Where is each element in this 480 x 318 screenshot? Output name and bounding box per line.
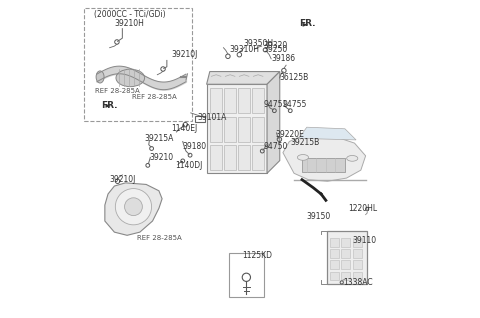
Text: 39210J: 39210J <box>109 175 136 184</box>
Polygon shape <box>206 72 280 84</box>
Bar <box>330 238 339 247</box>
Text: 94755: 94755 <box>283 100 307 109</box>
Bar <box>353 249 362 258</box>
Text: 39180: 39180 <box>183 142 207 151</box>
Bar <box>210 88 222 113</box>
Bar <box>84 8 192 121</box>
Text: FR.: FR. <box>299 19 315 28</box>
Bar <box>210 117 222 142</box>
Text: 39215A: 39215A <box>144 134 174 143</box>
Polygon shape <box>283 135 366 181</box>
Text: 36125B: 36125B <box>280 73 309 82</box>
Bar <box>195 116 205 122</box>
Bar <box>341 238 350 247</box>
Text: FR.: FR. <box>101 101 117 110</box>
Text: 1140EJ: 1140EJ <box>172 124 198 133</box>
Bar <box>353 238 362 247</box>
Polygon shape <box>303 23 308 27</box>
Text: 39220E: 39220E <box>276 130 304 139</box>
Bar <box>252 117 264 142</box>
Bar <box>353 272 362 280</box>
Text: 39210H: 39210H <box>114 19 144 28</box>
Bar <box>238 145 250 170</box>
Text: 39210: 39210 <box>149 153 173 162</box>
Text: REF 28-285A: REF 28-285A <box>137 236 181 241</box>
Ellipse shape <box>96 71 104 83</box>
Text: 1220HL: 1220HL <box>348 204 377 213</box>
Text: 1125KD: 1125KD <box>242 252 273 260</box>
Bar <box>224 145 236 170</box>
Bar <box>353 260 362 269</box>
Bar <box>252 88 264 113</box>
Text: REF 28-285A: REF 28-285A <box>96 88 140 93</box>
Bar <box>330 249 339 258</box>
Text: 39150: 39150 <box>307 212 331 221</box>
Bar <box>327 231 367 284</box>
Polygon shape <box>106 104 111 108</box>
Bar <box>238 88 250 113</box>
Polygon shape <box>105 183 162 235</box>
Text: 39210J: 39210J <box>172 50 198 59</box>
Bar <box>330 272 339 280</box>
Bar <box>330 260 339 269</box>
Bar <box>341 260 350 269</box>
Text: (2000CC - TCi/GDi): (2000CC - TCi/GDi) <box>94 10 165 19</box>
Polygon shape <box>267 72 280 173</box>
Bar <box>302 158 345 172</box>
Text: 39350H: 39350H <box>243 39 273 48</box>
Bar <box>224 117 236 142</box>
Text: 94750: 94750 <box>263 142 288 151</box>
Bar <box>229 253 264 297</box>
Bar <box>224 88 236 113</box>
Text: REF 28-285A: REF 28-285A <box>132 94 177 100</box>
Ellipse shape <box>116 69 144 86</box>
Text: 39250: 39250 <box>263 45 288 54</box>
Text: 39110: 39110 <box>353 236 377 245</box>
Bar <box>210 145 222 170</box>
Circle shape <box>115 189 152 225</box>
Polygon shape <box>299 127 356 140</box>
Circle shape <box>125 198 143 216</box>
Bar <box>341 272 350 280</box>
Text: 1140DJ: 1140DJ <box>175 161 202 170</box>
Bar <box>238 117 250 142</box>
Polygon shape <box>206 84 267 173</box>
Bar <box>252 145 264 170</box>
Text: 39215B: 39215B <box>291 138 320 147</box>
Ellipse shape <box>347 156 358 161</box>
Text: 39310H: 39310H <box>230 45 260 54</box>
Ellipse shape <box>298 155 309 160</box>
Bar <box>341 249 350 258</box>
Text: 94751: 94751 <box>264 100 288 109</box>
Text: 39320: 39320 <box>263 41 288 50</box>
Text: 39186: 39186 <box>272 54 296 63</box>
Text: 39101A: 39101A <box>197 113 227 122</box>
Text: 1338AC: 1338AC <box>343 278 373 287</box>
